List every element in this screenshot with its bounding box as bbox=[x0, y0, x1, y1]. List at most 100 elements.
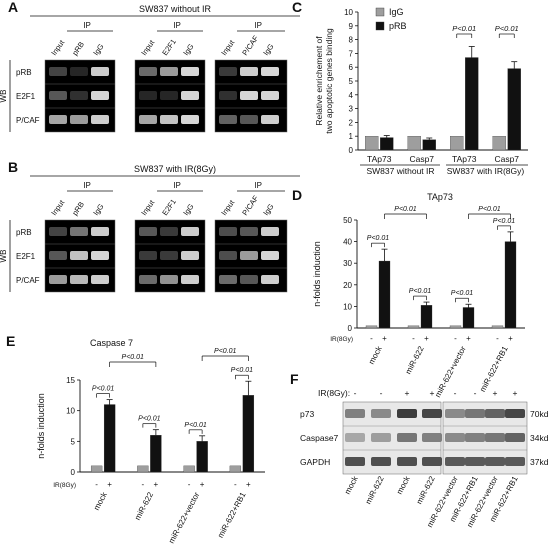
blot-band bbox=[465, 409, 485, 418]
lane-label: Input bbox=[139, 198, 156, 218]
group-label: SW837 without IR bbox=[366, 166, 434, 176]
blot-band bbox=[485, 457, 505, 466]
ip-label: IP bbox=[83, 181, 91, 190]
lane-label: P/CAF bbox=[240, 194, 260, 218]
panel-letter: A bbox=[8, 0, 18, 15]
y-tick-label: 9 bbox=[349, 22, 354, 31]
bar bbox=[196, 441, 208, 473]
ip-label: IP bbox=[173, 181, 181, 190]
lane-label: E2F1 bbox=[160, 37, 178, 57]
blot-band bbox=[49, 275, 67, 284]
blot-band bbox=[139, 227, 157, 236]
bar bbox=[365, 136, 379, 151]
ir-sign: - bbox=[142, 480, 145, 489]
row-label: E2F1 bbox=[16, 252, 36, 261]
ir-sign: - bbox=[454, 334, 457, 343]
blot-band bbox=[371, 433, 391, 442]
lane-label: IgG bbox=[181, 202, 195, 217]
p-value: P<0.01 bbox=[394, 206, 416, 213]
y-tick-label: 50 bbox=[343, 216, 352, 225]
blot-band bbox=[219, 115, 237, 124]
x-tick-label: miR-622+vector bbox=[167, 490, 202, 545]
blot-band bbox=[219, 67, 237, 76]
blot-band bbox=[422, 457, 442, 466]
blot-band bbox=[345, 409, 365, 418]
ir-label: IR(8Gy) bbox=[330, 336, 353, 343]
y-tick-label: 20 bbox=[343, 281, 352, 290]
ir-sign: - bbox=[95, 480, 98, 489]
x-tick-label: Casp7 bbox=[494, 154, 519, 164]
blot-band bbox=[139, 91, 157, 100]
blot-band bbox=[49, 115, 67, 124]
bar bbox=[407, 325, 420, 329]
y-tick-label: 5 bbox=[349, 77, 354, 86]
blot-band bbox=[445, 457, 465, 466]
x-tick-label: mock bbox=[92, 490, 109, 512]
blot-band bbox=[485, 433, 505, 442]
blot-band bbox=[91, 227, 109, 236]
bar bbox=[420, 305, 433, 329]
blot-band bbox=[261, 227, 279, 236]
blot-band bbox=[70, 67, 88, 76]
lane-label: IgG bbox=[181, 42, 195, 57]
blot-band bbox=[160, 115, 178, 124]
blot-band bbox=[397, 433, 417, 442]
blot-band bbox=[91, 91, 109, 100]
blot-band bbox=[371, 457, 391, 466]
y-tick-label: 30 bbox=[343, 259, 352, 268]
blot-band bbox=[181, 115, 199, 124]
lane-label: P/CAF bbox=[240, 34, 260, 58]
blot-band bbox=[181, 251, 199, 260]
ir-sign: + bbox=[405, 388, 410, 398]
legend-swatch bbox=[375, 7, 385, 17]
chart-title: TAp73 bbox=[427, 192, 453, 202]
p-value: P<0.01 bbox=[231, 367, 253, 374]
bar bbox=[507, 68, 521, 151]
ir-sign: - bbox=[496, 334, 499, 343]
p-value: P<0.01 bbox=[138, 416, 160, 423]
legend-label: pRB bbox=[389, 21, 407, 31]
legend-swatch bbox=[375, 21, 385, 31]
blot-band bbox=[505, 457, 525, 466]
x-tick-label: miR-622+RB1 bbox=[216, 490, 248, 539]
panel-letter: D bbox=[292, 187, 302, 203]
y-tick-label: 8 bbox=[349, 36, 354, 45]
lane-label: mock bbox=[343, 474, 360, 496]
lane-label: IgG bbox=[91, 42, 105, 57]
ir-sign: + bbox=[154, 480, 159, 489]
blot-band bbox=[181, 227, 199, 236]
y-axis-label: two apoptotic genes binding bbox=[324, 28, 334, 134]
y-tick-label: 15 bbox=[66, 376, 75, 385]
ir-sign: + bbox=[424, 334, 429, 343]
blot-band bbox=[485, 409, 505, 418]
blot-band bbox=[240, 251, 258, 260]
blot-band bbox=[160, 91, 178, 100]
ir-sign: + bbox=[493, 388, 498, 398]
blot-band bbox=[70, 91, 88, 100]
bar bbox=[229, 465, 242, 473]
blot-band bbox=[181, 67, 199, 76]
p-value: P<0.01 bbox=[367, 235, 389, 242]
blot-band bbox=[240, 67, 258, 76]
blot-band bbox=[261, 115, 279, 124]
blot-band bbox=[70, 275, 88, 284]
row-label: GAPDH bbox=[300, 457, 330, 467]
bar bbox=[462, 307, 475, 329]
blot-band bbox=[219, 251, 237, 260]
bar bbox=[183, 465, 195, 473]
blot-band bbox=[70, 227, 88, 236]
wb-label: WB bbox=[0, 90, 8, 103]
y-tick-label: 10 bbox=[344, 8, 353, 17]
blot-band bbox=[139, 251, 157, 260]
blot-band bbox=[160, 67, 178, 76]
lane-label: pRB bbox=[70, 40, 86, 57]
ip-label: IP bbox=[83, 21, 91, 30]
y-tick-label: 5 bbox=[71, 437, 76, 446]
bar bbox=[380, 137, 394, 151]
blot-band bbox=[397, 457, 417, 466]
y-axis-label: n-folds induction bbox=[36, 393, 46, 459]
blot-band bbox=[139, 275, 157, 284]
blot-band bbox=[397, 409, 417, 418]
x-tick-label: Casp7 bbox=[409, 154, 434, 164]
lane-label: Input bbox=[219, 198, 236, 218]
